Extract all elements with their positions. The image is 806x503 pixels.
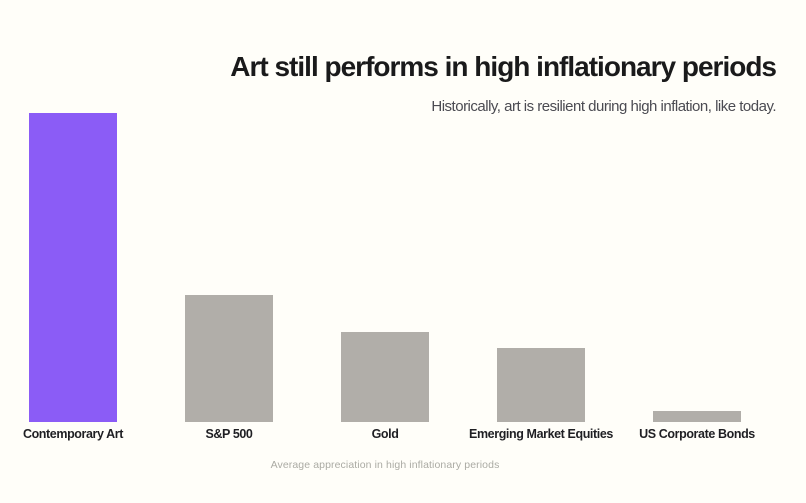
bar-column: S&P 500: [149, 0, 309, 441]
bar-column: Contemporary Art: [0, 0, 153, 441]
bar-emerging-market-equities: [497, 348, 585, 422]
chart-subtitle: Historically, art is resilient during hi…: [431, 98, 776, 116]
bar-label: US Corporate Bonds: [639, 427, 755, 441]
bar-gold: [341, 332, 429, 422]
bar-contemporary-art: [29, 113, 117, 422]
bar-column: Emerging Market Equities: [461, 0, 621, 441]
chart-caption: Average appreciation in high inflationar…: [270, 459, 500, 471]
bar-s-p-500: [185, 295, 273, 422]
chart-title: Art still performs in high inflationary …: [230, 51, 777, 82]
bar-label: S&P 500: [205, 427, 253, 441]
bar-chart: Contemporary Art S&P 500 Gold Emerging Mark…: [0, 0, 777, 441]
bar-column: Gold: [305, 0, 465, 441]
bar-column: US Corporate Bonds: [617, 0, 777, 441]
chart-header: Art still performs in high inflationary …: [230, 51, 777, 116]
bar-label: Emerging Market Equities: [469, 427, 613, 441]
bar-label: Contemporary Art: [22, 427, 124, 441]
bar-us-corporate-bonds: [653, 411, 741, 422]
bar-label: Gold: [371, 427, 399, 441]
